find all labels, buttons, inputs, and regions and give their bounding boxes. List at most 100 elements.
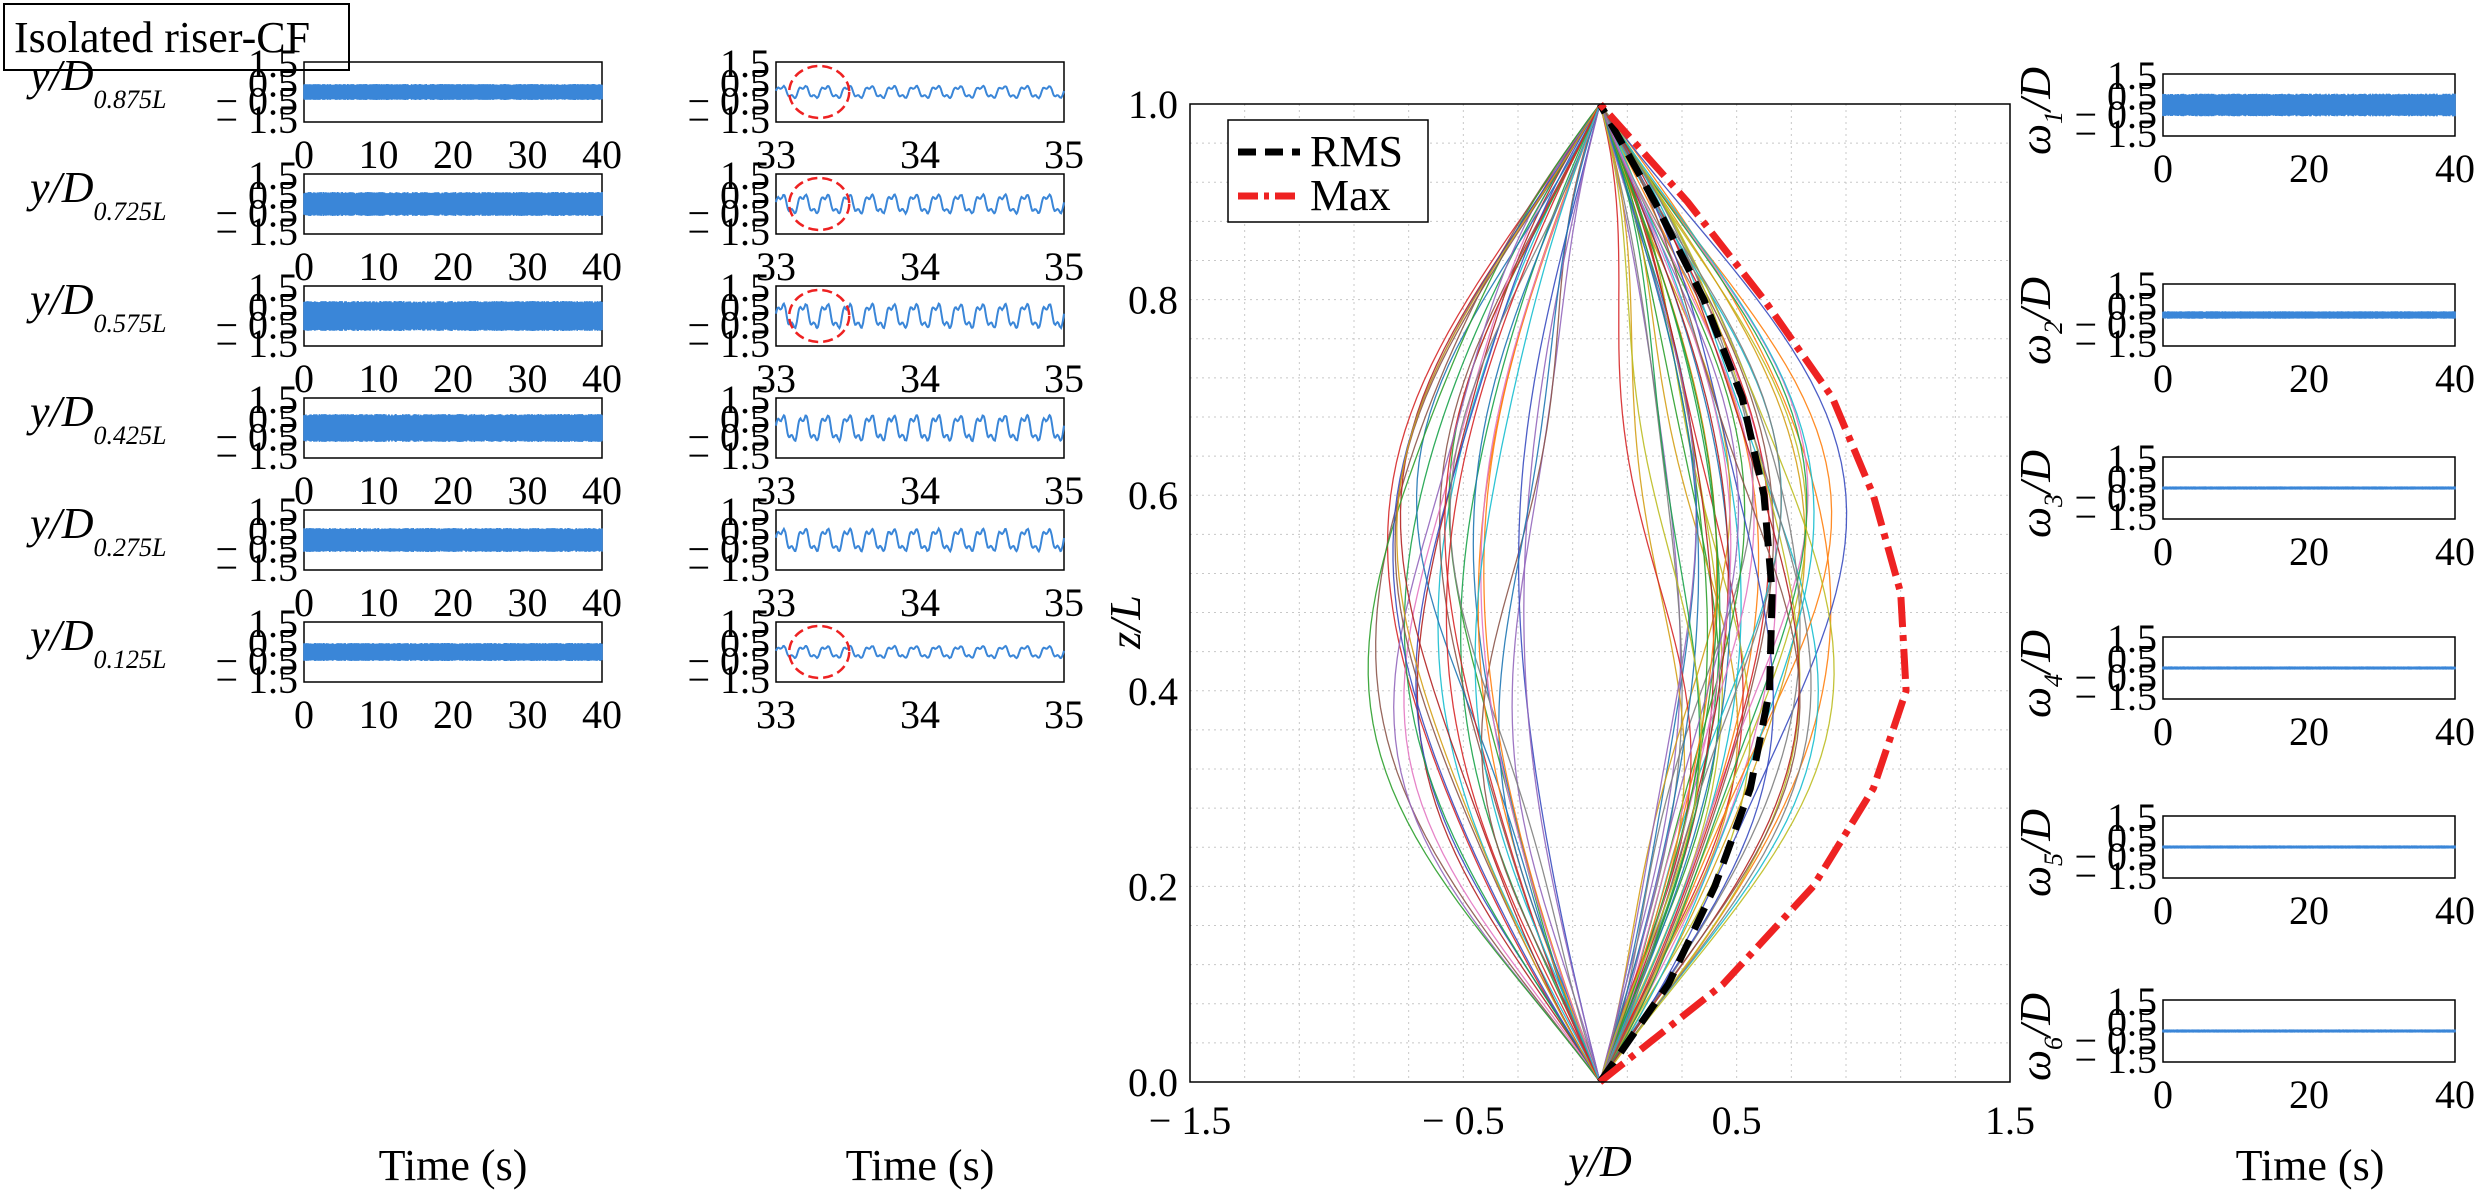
modal-panel-3: 1.50.5− 0.5− 1.5ω3/D0 20 40 bbox=[2011, 436, 2475, 574]
zoom-ytick: 1.5 bbox=[720, 265, 770, 310]
full-ytick: 0.5 bbox=[248, 397, 298, 442]
full-xtick: 0 bbox=[294, 580, 314, 625]
panel-ylabel-sub: 0.275L bbox=[94, 533, 167, 562]
snapshot-curve bbox=[1599, 103, 1833, 1083]
modal-xtick: 0 bbox=[2153, 709, 2173, 754]
zoom-ytick: − 1.5 bbox=[687, 97, 770, 142]
snapshot-curve bbox=[1498, 103, 1601, 1083]
full-ytick: 1.5 bbox=[248, 601, 298, 646]
signal-trace bbox=[775, 301, 1065, 331]
signal-trace bbox=[303, 642, 603, 662]
snapshot-curve bbox=[1367, 103, 1601, 1083]
snapshot-curve bbox=[1394, 103, 1601, 1083]
panel-ylabel-index: 3 bbox=[2039, 494, 2068, 508]
snapshot-curve bbox=[1599, 103, 1801, 1083]
snapshot-curve bbox=[1523, 103, 1601, 1083]
full-panel-6: 1.50.5− 0.5− 1.5 y/D0.125L 0 10 20 30 40 bbox=[26, 601, 622, 737]
modal-ytick: − 0.5 bbox=[2074, 475, 2157, 520]
zoom-ytick: − 0.5 bbox=[687, 639, 770, 684]
full-ytick: 0.5 bbox=[248, 173, 298, 218]
full-panel-3: 1.50.5− 0.5− 1.5 y/D0.575L 0 10 20 30 40 bbox=[26, 265, 622, 401]
zoom-xtick: 35 bbox=[1044, 356, 1084, 401]
full-xtick: 10 bbox=[359, 132, 399, 177]
panel-ylabel: y/D0.425L bbox=[26, 387, 167, 450]
env-ytick: 0.2 bbox=[1128, 864, 1178, 909]
full-ytick: 0.5 bbox=[248, 509, 298, 554]
modal-xtick: 20 bbox=[2289, 146, 2329, 191]
full-xtick: 30 bbox=[508, 468, 548, 513]
full-xtick: 20 bbox=[433, 692, 473, 737]
full-ytick: − 1.5 bbox=[215, 97, 298, 142]
zoom-ytick: 0.5 bbox=[720, 621, 770, 666]
full-xtick: 40 bbox=[582, 132, 622, 177]
max-curve bbox=[1597, 101, 1910, 1085]
panel-ylabel-d: /D bbox=[2011, 277, 2060, 324]
panel-ylabel: ω4/D bbox=[2011, 630, 2068, 718]
signal-trace bbox=[775, 192, 1065, 216]
full-panel-4: 1.50.5− 0.5− 1.5 y/D0.425L 0 10 20 30 40 bbox=[26, 377, 622, 513]
env-xtick: 0.5 bbox=[1712, 1098, 1762, 1143]
modal-ytick: 0.5 bbox=[2107, 999, 2157, 1044]
panel-ylabel-d: /D bbox=[2011, 450, 2060, 497]
zoom-panel-2: 1.50.5− 0.5− 1.533 34 35 bbox=[687, 153, 1084, 289]
zoom-xtick: 35 bbox=[1044, 244, 1084, 289]
signal-trace bbox=[303, 413, 603, 443]
zoom-xtick: 34 bbox=[900, 244, 940, 289]
full-ytick: 0.5 bbox=[248, 61, 298, 106]
legend-label: RMS bbox=[1310, 127, 1403, 176]
snapshot-curve bbox=[1599, 103, 1806, 1083]
full-xtick: 20 bbox=[433, 580, 473, 625]
modal-panel-4: 1.50.5− 0.5− 1.5ω4/D0 20 40 bbox=[2011, 616, 2475, 754]
zoom-ytick: − 0.5 bbox=[687, 527, 770, 572]
panel-ylabel-sub: 0.725L bbox=[94, 197, 167, 226]
full-xlabel: Time (s) bbox=[379, 1141, 528, 1190]
zoom-ytick: − 1.5 bbox=[687, 433, 770, 478]
modal-panel-2: 1.50.5− 0.5− 1.5ω2/D0 20 40 bbox=[2011, 263, 2475, 401]
zoom-ytick: 0.5 bbox=[720, 397, 770, 442]
full-ytick: − 0.5 bbox=[215, 415, 298, 460]
modal-ytick: 1.5 bbox=[2107, 795, 2157, 840]
full-xtick: 10 bbox=[359, 468, 399, 513]
modal-panel-5: 1.50.5− 0.5− 1.5ω5/D0 20 40 bbox=[2011, 795, 2475, 933]
envelope-frame bbox=[1189, 103, 2011, 1083]
zoom-xtick: 33 bbox=[756, 468, 796, 513]
modal-xtick: 20 bbox=[2289, 888, 2329, 933]
modal-ytick: 0.5 bbox=[2107, 283, 2157, 328]
modal-ytick: − 0.5 bbox=[2074, 1018, 2157, 1063]
full-ytick: 1.5 bbox=[248, 153, 298, 198]
panel-ylabel: ω2/D bbox=[2011, 277, 2068, 365]
signal-trace bbox=[2162, 666, 2456, 670]
zoom-xtick: 33 bbox=[756, 692, 796, 737]
zoom-xtick: 35 bbox=[1044, 692, 1084, 737]
full-xtick: 30 bbox=[508, 580, 548, 625]
full-ytick: − 1.5 bbox=[215, 433, 298, 478]
snapshot-curve bbox=[1599, 103, 1702, 1083]
modal-ytick: 1.5 bbox=[2107, 979, 2157, 1024]
env-xtick: − 1.5 bbox=[1149, 1098, 1232, 1143]
zoom-time-series-panels: 1.50.5− 0.5− 1.533 34 351.50.5− 0.5− 1.533… bbox=[687, 41, 1084, 1190]
snapshot-curve bbox=[1480, 103, 1601, 1083]
zoom-xlabel: Time (s) bbox=[846, 1141, 995, 1190]
zoom-ytick: 1.5 bbox=[720, 489, 770, 534]
snapshot-curve bbox=[1599, 103, 1783, 1083]
panel-ylabel-omega: ω bbox=[2011, 866, 2060, 897]
full-xtick: 10 bbox=[359, 580, 399, 625]
snapshot-curve bbox=[1444, 103, 1601, 1083]
snapshot-curve bbox=[1472, 103, 1601, 1083]
modal-xtick: 0 bbox=[2153, 888, 2173, 933]
modal-xtick: 0 bbox=[2153, 1072, 2173, 1117]
panel-ylabel: ω3/D bbox=[2011, 450, 2068, 538]
modal-ytick: 0.5 bbox=[2107, 73, 2157, 118]
full-xtick: 0 bbox=[294, 244, 314, 289]
panel-ylabel-omega: ω bbox=[2011, 334, 2060, 365]
full-ytick: − 0.5 bbox=[215, 191, 298, 236]
full-xtick: 30 bbox=[508, 244, 548, 289]
full-ytick: − 1.5 bbox=[215, 209, 298, 254]
full-xtick: 40 bbox=[582, 580, 622, 625]
legend-box bbox=[1227, 119, 1429, 223]
snapshot-curve bbox=[1599, 103, 1701, 1083]
snapshot-curve bbox=[1392, 103, 1601, 1083]
signal-trace bbox=[775, 413, 1065, 444]
